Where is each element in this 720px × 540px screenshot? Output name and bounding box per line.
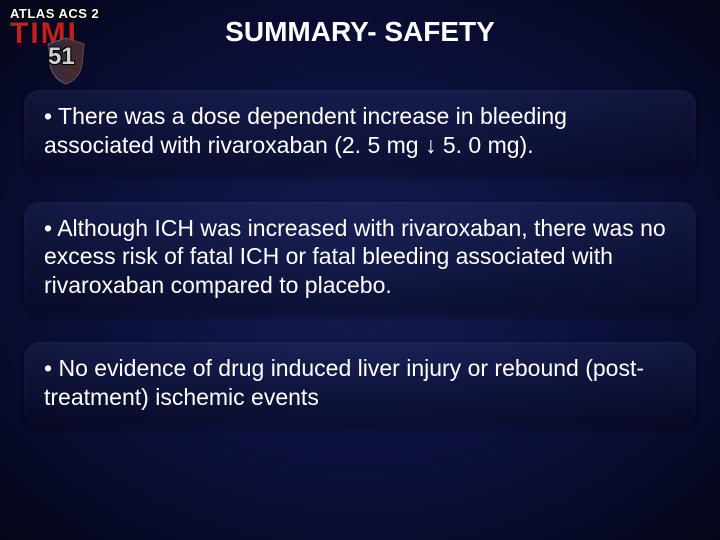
slide: ATLAS ACS 2 TIMI 51 SUMMARY- SAFETY • Th… — [0, 0, 720, 540]
bullet-text: Although ICH was increased with rivaroxa… — [44, 215, 666, 299]
slide-title: SUMMARY- SAFETY — [0, 16, 720, 48]
bullet-marker: • — [44, 355, 58, 381]
bullet-marker: • — [44, 103, 58, 129]
bullet-item: • No evidence of drug induced liver inju… — [24, 342, 696, 426]
bullet-item: • Although ICH was increased with rivaro… — [24, 202, 696, 314]
bullet-list: • There was a dose dependent increase in… — [24, 90, 696, 453]
bullet-text: There was a dose dependent increase in b… — [44, 103, 567, 158]
bullet-item: • There was a dose dependent increase in… — [24, 90, 696, 174]
bullet-marker: • — [44, 215, 57, 241]
bullet-text: No evidence of drug induced liver injury… — [44, 355, 644, 410]
